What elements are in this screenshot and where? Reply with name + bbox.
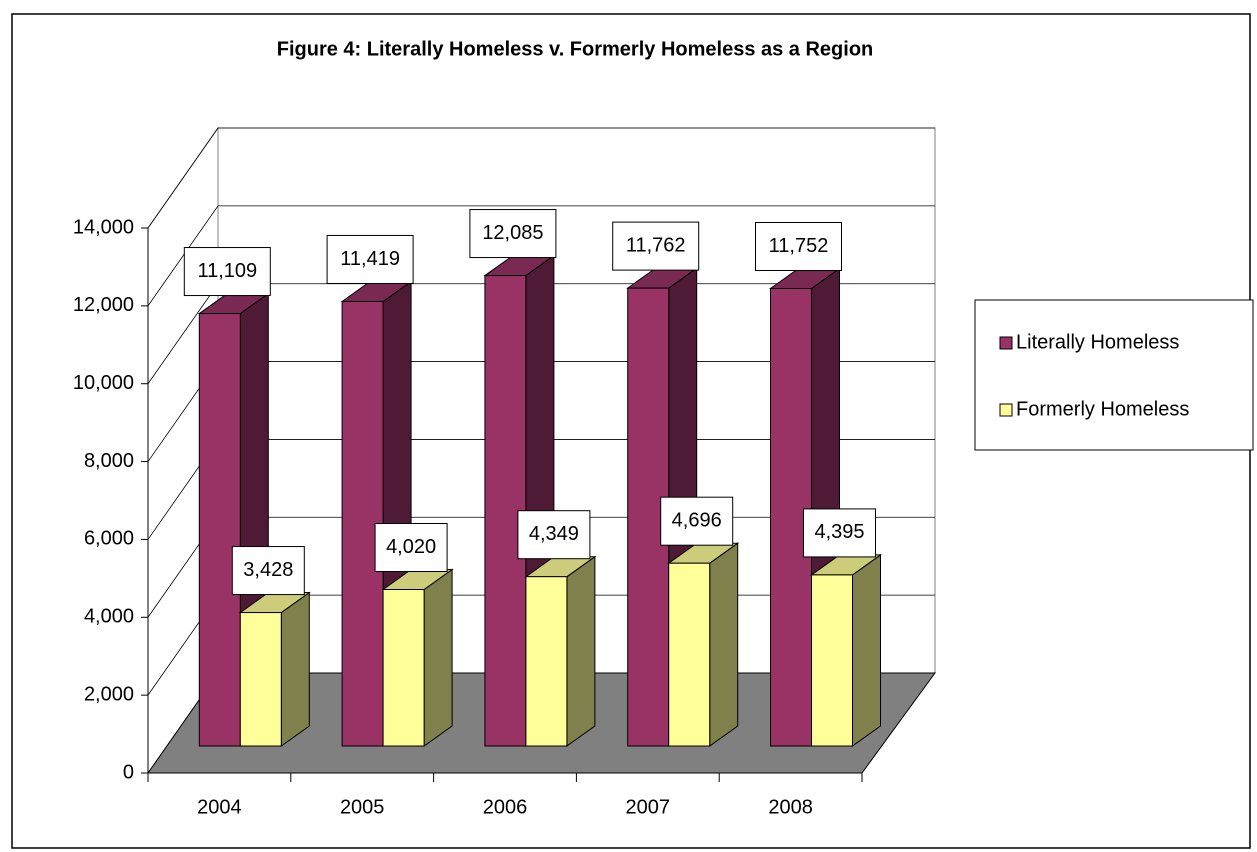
bar	[239, 612, 282, 747]
value-label-box	[183, 247, 271, 297]
value-label: 11,109	[197, 260, 257, 282]
x-tick-label: 2006	[483, 796, 528, 818]
value-label-box	[612, 221, 700, 271]
x-tick-label: 2007	[626, 796, 671, 818]
bar	[525, 576, 568, 747]
value-label-box	[469, 209, 557, 259]
legend-label: Formerly Homeless	[1016, 398, 1189, 420]
legend-label: Literally Homeless	[1016, 331, 1179, 353]
legend-box	[974, 299, 1254, 451]
value-label-box	[374, 523, 448, 573]
y-tick-label: 10,000	[73, 372, 134, 394]
value-label: 4,020	[386, 536, 436, 558]
bar	[382, 589, 425, 747]
y-tick-label: 0	[123, 761, 134, 783]
bar-side	[423, 568, 453, 747]
y-tick-label: 8,000	[84, 450, 134, 472]
value-label: 4,349	[529, 523, 579, 545]
y-tick-label: 6,000	[84, 528, 134, 550]
value-label: 4,395	[814, 521, 864, 543]
value-label: 4,696	[672, 509, 722, 531]
value-label: 11,752	[769, 235, 829, 257]
y-tick-label: 12,000	[73, 294, 134, 316]
y-tick-label: 14,000	[73, 216, 134, 238]
value-label-box	[231, 546, 305, 596]
grid-line	[147, 205, 935, 307]
bar-side	[566, 555, 596, 747]
y-tick-label: 4,000	[84, 606, 134, 628]
bar-side	[709, 542, 739, 747]
bar-side	[280, 591, 310, 747]
value-label-box	[660, 496, 734, 546]
value-label-box	[326, 234, 414, 284]
bar	[668, 562, 711, 747]
bar	[811, 574, 853, 747]
x-tick-label: 2004	[197, 796, 242, 818]
bar-side	[852, 553, 881, 747]
legend-swatch	[999, 403, 1013, 417]
grid-line	[147, 127, 935, 229]
value-label: 11,762	[626, 234, 686, 256]
chart-title: Figure 4: Literally Homeless v. Formerly…	[277, 38, 874, 60]
x-tick-label: 2005	[340, 796, 385, 818]
value-label: 12,085	[482, 222, 543, 244]
value-label-box	[803, 508, 876, 558]
value-label-box	[517, 510, 591, 560]
value-label: 11,419	[340, 248, 400, 270]
value-label-box	[755, 222, 842, 272]
value-label: 3,428	[243, 559, 293, 581]
y-tick-label: 2,000	[84, 683, 134, 705]
legend-swatch	[999, 336, 1013, 350]
bar	[198, 313, 241, 747]
x-tick-label: 2008	[768, 796, 813, 818]
